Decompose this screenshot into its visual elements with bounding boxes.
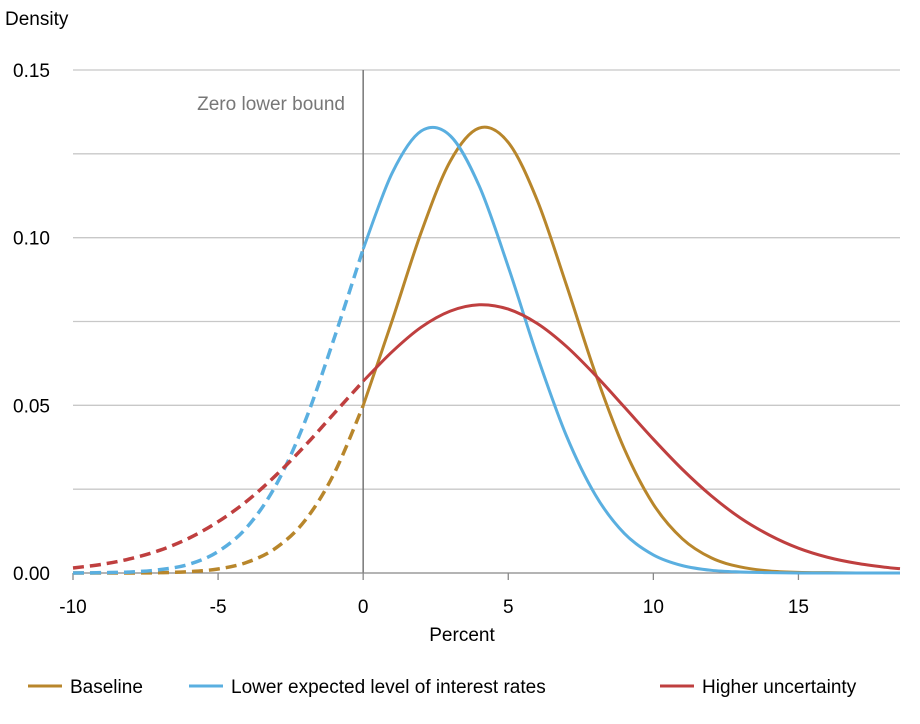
- axes: 0.00 0.05 0.10 0.15 -10 -5 0 5 10 15: [13, 61, 900, 618]
- x-axis-label: Percent: [429, 625, 495, 646]
- series-line-dashed: [72, 404, 365, 575]
- series-lines: [72, 125, 901, 575]
- series-line: [361, 125, 900, 575]
- x-tick-label: 10: [643, 597, 664, 618]
- y-tick-label: 0.00: [13, 564, 50, 585]
- series-line: [361, 125, 900, 575]
- x-tick-label: 5: [503, 597, 514, 618]
- x-tick-label: 0: [358, 597, 369, 618]
- legend-label: Higher uncertainty: [702, 677, 857, 698]
- x-tick-label: -10: [59, 597, 86, 618]
- series-line: [362, 303, 901, 571]
- y-tick-label: 0.15: [13, 61, 50, 82]
- y-tick-label: 0.10: [13, 229, 50, 250]
- legend-label: Baseline: [70, 677, 143, 698]
- legend: Baseline Lower expected level of interest…: [28, 677, 857, 698]
- series-line-dashed: [72, 380, 365, 570]
- x-tick-label: -5: [210, 597, 227, 618]
- zero-lower-bound-label: Zero lower bound: [197, 94, 345, 115]
- series-line-dashed: [72, 248, 365, 575]
- y-axis-label: Density: [5, 9, 69, 30]
- gridlines: [73, 69, 900, 490]
- legend-label: Lower expected level of interest rates: [231, 677, 546, 698]
- x-tick-label: 15: [788, 597, 809, 618]
- y-tick-label: 0.05: [13, 396, 50, 417]
